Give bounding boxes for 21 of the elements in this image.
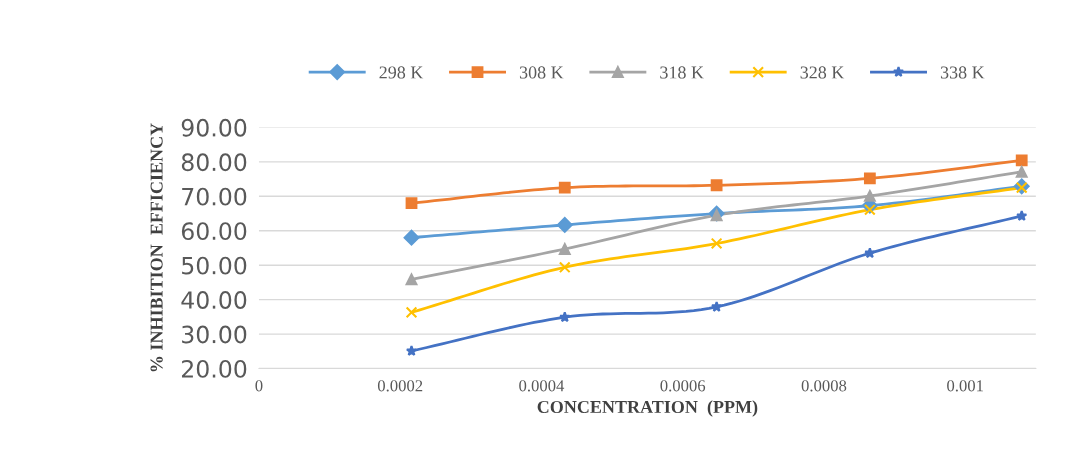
x-tick-label: 0.0006: [660, 380, 706, 392]
y-tick-label: 60.00: [181, 222, 247, 241]
y-axis-title: % INHIBITION EFFICIENCY: [150, 123, 163, 372]
y-tick-label: 20.00: [181, 360, 247, 378]
legend-label: 318 K: [660, 66, 704, 79]
legend-label: 328 K: [800, 66, 845, 79]
x-axis-title: CONCENTRATION (PPM): [537, 400, 758, 417]
legend-label: 298 K: [379, 66, 424, 79]
y-tick-label: 90.00: [181, 118, 247, 137]
legend-label: 308 K: [519, 66, 564, 79]
x-tick-label: 0: [255, 380, 263, 392]
y-tick-label: 50.00: [182, 256, 247, 275]
y-tick-label: 80.00: [181, 153, 247, 172]
x-tick-label: 0.001: [947, 380, 983, 392]
legend-label: 338 K: [940, 66, 985, 79]
x-tick-label: 0.0008: [801, 380, 847, 392]
x-tick-label: 0.0004: [519, 380, 565, 392]
y-tick-label: 70.00: [182, 187, 247, 206]
y-tick-label: 40.00: [181, 291, 247, 309]
y-tick-label: 30.00: [182, 325, 247, 344]
x-tick-label: 0.0002: [377, 380, 423, 392]
